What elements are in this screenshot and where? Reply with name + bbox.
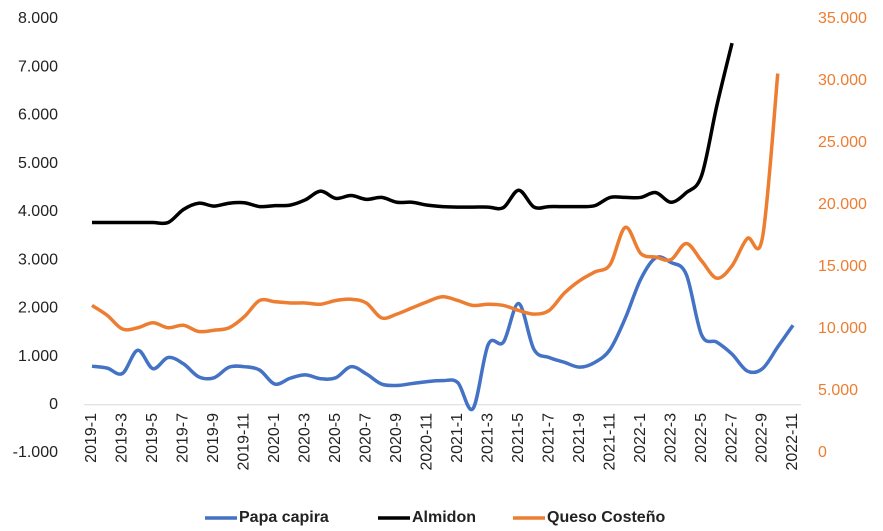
y2-tick-label: 30.000 bbox=[818, 72, 867, 89]
x-tick-label: 2019-11 bbox=[236, 413, 253, 471]
x-tick-label: 2022-7 bbox=[723, 413, 740, 463]
x-tick-label: 2020-11 bbox=[418, 413, 435, 471]
y2-tick-label: 25.000 bbox=[818, 134, 867, 151]
x-tick-label: 2020-5 bbox=[327, 413, 344, 463]
x-tick-label: 2019-5 bbox=[144, 413, 161, 463]
x-tick-label: 2019-7 bbox=[175, 413, 192, 463]
x-tick-label: 2022-11 bbox=[784, 413, 801, 471]
y-tick-label: 0 bbox=[49, 396, 58, 413]
x-tick-label: 2019-1 bbox=[83, 413, 100, 463]
x-tick-label: 2022-9 bbox=[754, 413, 771, 463]
y-tick-label: -1.000 bbox=[13, 444, 58, 461]
x-tick-label: 2022-3 bbox=[662, 413, 679, 463]
x-tick-label: 2020-1 bbox=[266, 413, 283, 463]
x-tick-label: 2022-5 bbox=[693, 413, 710, 463]
y-tick-label: 3.000 bbox=[18, 251, 58, 268]
y-tick-label: 8.000 bbox=[18, 10, 58, 27]
x-tick-label: 2021-1 bbox=[449, 413, 466, 463]
x-tick-label: 2020-7 bbox=[358, 413, 375, 463]
x-tick-label: 2019-3 bbox=[114, 413, 131, 463]
x-tick-label: 2022-1 bbox=[632, 413, 649, 463]
y-tick-label: 1.000 bbox=[18, 348, 58, 365]
legend-label: Almidon bbox=[412, 509, 476, 526]
y2-tick-label: 15.000 bbox=[818, 258, 867, 275]
legend-label: Queso Costeño bbox=[547, 509, 665, 526]
legend-label: Papa capira bbox=[239, 509, 329, 526]
x-tick-label: 2021-3 bbox=[479, 413, 496, 463]
y2-tick-label: 10.000 bbox=[818, 320, 867, 337]
x-tick-label: 2019-9 bbox=[205, 413, 222, 463]
y2-tick-label: 20.000 bbox=[818, 196, 867, 213]
x-tick-label: 2021-11 bbox=[601, 413, 618, 471]
series-line bbox=[92, 42, 734, 226]
y-tick-label: 7.000 bbox=[18, 58, 58, 75]
series-line bbox=[91, 255, 795, 412]
x-tick-label: 2020-9 bbox=[388, 413, 405, 463]
y2-tick-label: 35.000 bbox=[818, 10, 867, 27]
y-tick-label: 6.000 bbox=[18, 107, 58, 124]
y-tick-label: 2.000 bbox=[18, 300, 58, 317]
y-tick-label: 5.000 bbox=[18, 155, 58, 172]
x-tick-label: 2021-5 bbox=[510, 413, 527, 463]
x-tick-label: 2021-7 bbox=[540, 413, 557, 463]
x-tick-label: 2021-9 bbox=[571, 413, 588, 463]
y-tick-label: 4.000 bbox=[18, 203, 58, 220]
y2-tick-label: 0 bbox=[818, 444, 827, 461]
series-line bbox=[91, 73, 780, 334]
x-tick-label: 2020-3 bbox=[297, 413, 314, 463]
y2-tick-label: 5.000 bbox=[818, 382, 858, 399]
